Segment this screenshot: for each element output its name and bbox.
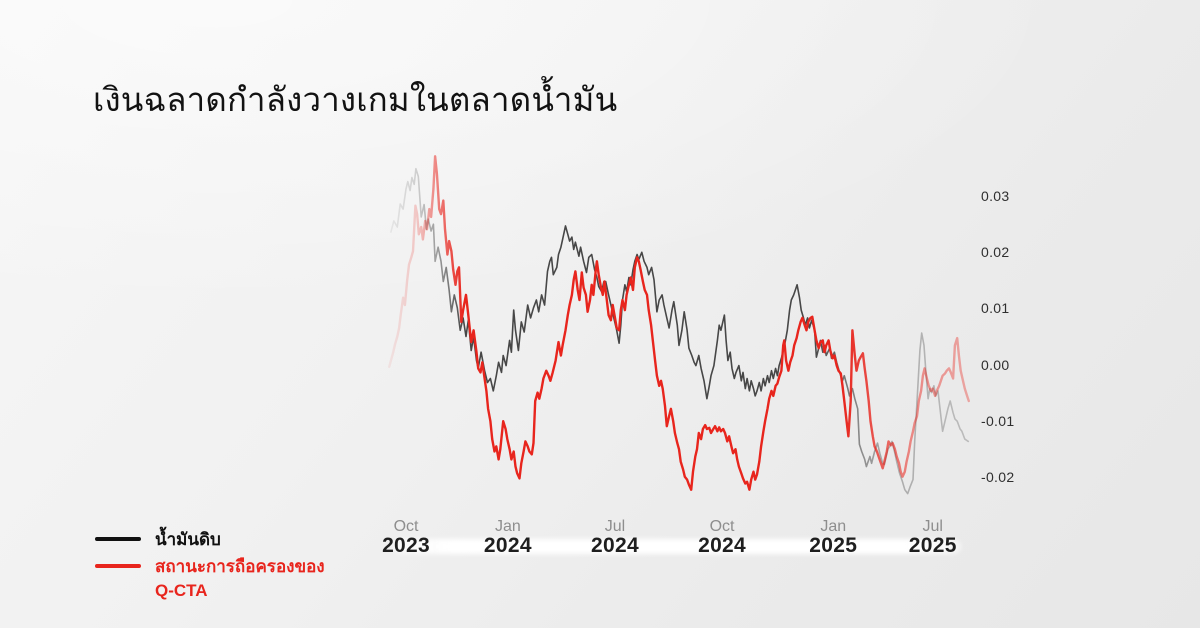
x-tick-month: Jan: [820, 518, 847, 535]
x-tick-label: Jan 2025: [785, 518, 881, 556]
legend-item-qcta: สถานะการถือครองของ Q-CTA: [95, 555, 325, 603]
x-tick-year: 2024: [483, 534, 532, 557]
x-tick-label: Jul 2025: [885, 518, 981, 556]
x-tick-month: Jul: [922, 518, 943, 535]
y-tick-label: -0.01: [981, 412, 1015, 429]
y-tick-label: 0.01: [981, 300, 1010, 317]
x-tick-month: Jul: [604, 518, 626, 535]
series-q_cta_position: [388, 155, 970, 491]
x-tick-label: Jul 2024: [567, 518, 663, 556]
x-axis-highlight-band: [393, 539, 961, 554]
chart-title: เงินฉลาดกำลังวางเกมในตลาดน้ำมัน: [93, 81, 618, 118]
x-tick-year: 2024: [591, 534, 639, 557]
x-tick-year: 2025: [809, 534, 858, 557]
legend-item-crude-oil: น้ำมันดิบ: [95, 528, 221, 552]
y-tick-label: 0.03: [981, 188, 1010, 205]
x-tick-month: Oct: [709, 518, 735, 535]
crude-oil-line-swatch-icon: [95, 537, 141, 541]
series-crude_oil: [390, 167, 970, 495]
x-tick-month: Oct: [393, 518, 419, 535]
legend-label-qcta-line2: Q-CTA: [155, 581, 208, 600]
legend-label-qcta: สถานะการถือครองของ Q-CTA: [155, 555, 325, 603]
x-tick-year: 2024: [698, 534, 747, 557]
legend-label-crude-oil: น้ำมันดิบ: [155, 530, 221, 549]
qcta-line-swatch-icon: [95, 564, 141, 568]
y-tick-label: 0.00: [981, 356, 1010, 373]
x-tick-label: Oct 2024: [674, 518, 770, 556]
x-tick-label: Jan 2024: [460, 518, 556, 556]
x-tick-year: 2023: [382, 534, 430, 557]
y-tick-label: 0.02: [981, 244, 1010, 261]
x-tick-label: Oct 2023: [358, 518, 454, 556]
x-tick-month: Jan: [494, 518, 521, 535]
x-tick-year: 2025: [908, 534, 957, 557]
y-tick-label: -0.02: [981, 468, 1015, 485]
legend-label-qcta-line1: สถานะการถือครองของ: [155, 557, 325, 576]
